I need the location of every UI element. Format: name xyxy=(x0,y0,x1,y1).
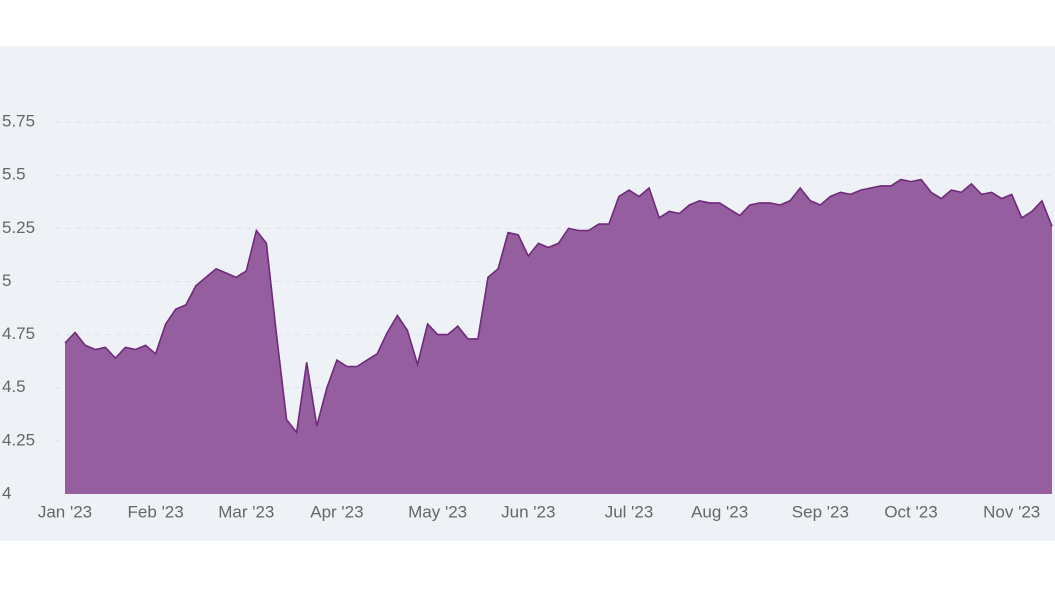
x-tick-label: May '23 xyxy=(408,502,467,521)
x-tick-label: Oct '23 xyxy=(884,502,937,521)
x-tick-label: Aug '23 xyxy=(691,502,748,521)
area xyxy=(65,179,1052,494)
x-tick-label: Nov '23 xyxy=(983,502,1040,521)
y-tick-label: 5.5 xyxy=(2,165,26,184)
x-tick-label: Mar '23 xyxy=(218,502,274,521)
y-tick-label: 5.75 xyxy=(2,112,35,131)
x-tick-label: Jan '23 xyxy=(38,502,92,521)
y-tick-label: 4.25 xyxy=(2,430,35,449)
y-tick-label: 4.75 xyxy=(2,324,35,343)
x-tick-label: Sep '23 xyxy=(792,502,849,521)
line xyxy=(64,178,1053,435)
x-tick-label: Jun '23 xyxy=(501,502,555,521)
y-tick-label: 5.25 xyxy=(2,218,35,237)
x-tick-label: Feb '23 xyxy=(128,502,184,521)
x-tick-label: Apr '23 xyxy=(310,502,363,521)
x-tick-label: Jul '23 xyxy=(605,502,654,521)
y-tick-label: 4 xyxy=(2,483,11,502)
y-tick-label: 4.5 xyxy=(2,377,26,396)
y-tick-label: 5 xyxy=(2,271,11,290)
